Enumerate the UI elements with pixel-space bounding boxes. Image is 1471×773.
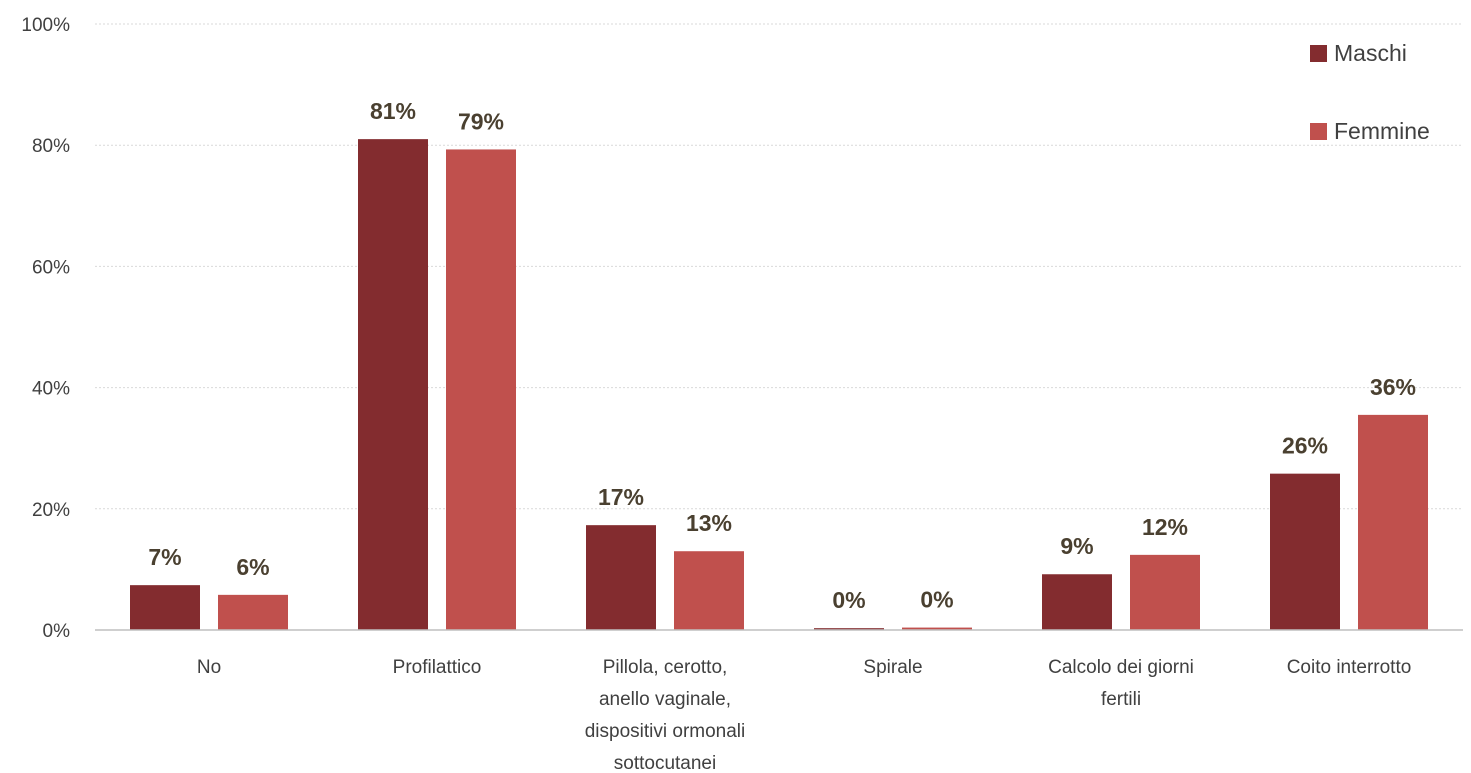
category-label-line: fertili [1101, 689, 1141, 710]
legend-label-femmine: Femmine [1334, 118, 1430, 144]
category-label: Pillola, cerotto, anello vaginale, disposi… [585, 657, 746, 773]
legend-label-maschi: Maschi [1334, 40, 1407, 66]
data-label-femmine: 0% [920, 587, 953, 613]
data-label-maschi: 81% [370, 98, 416, 124]
bar-femmine [1358, 414, 1428, 630]
legend-swatch-femmine [1310, 123, 1327, 140]
data-label-femmine: 36% [1370, 374, 1416, 400]
y-axis-ticks: 0% 20% 40% 60% 80% 100% [21, 15, 70, 642]
data-label-maschi: 7% [148, 544, 181, 570]
category-label: Coito interrotto [1287, 657, 1412, 678]
bar-femmine [446, 149, 516, 630]
category-label-line: anello vaginale, [599, 689, 731, 710]
bars [130, 139, 1428, 630]
data-label-maschi: 17% [598, 484, 644, 510]
data-label-femmine: 13% [686, 510, 732, 536]
category-label: Calcolo dei giorni fertili [1048, 657, 1194, 710]
bar-maschi [358, 139, 428, 630]
y-tick-label: 0% [43, 621, 71, 642]
category-label-line: dispositivi ormonali [585, 721, 746, 742]
bar-maschi [586, 525, 656, 630]
category-label-line: No [197, 657, 221, 678]
y-tick-label: 20% [32, 500, 70, 521]
legend-swatch-maschi [1310, 45, 1327, 62]
y-tick-label: 80% [32, 136, 70, 157]
category-label-line: Spirale [863, 657, 922, 678]
grid-lines [95, 23, 1463, 510]
legend: Maschi Femmine [1310, 40, 1430, 144]
bar-femmine [1130, 554, 1200, 630]
category-label: Profilattico [393, 657, 482, 678]
data-label-maschi: 26% [1282, 433, 1328, 459]
bar-femmine [674, 551, 744, 630]
category-label-line: Profilattico [393, 657, 482, 678]
bar-maschi [130, 585, 200, 630]
data-label-femmine: 79% [458, 108, 504, 134]
data-label-femmine: 12% [1142, 514, 1188, 540]
bar-maschi [1042, 574, 1112, 630]
data-label-maschi: 9% [1060, 533, 1093, 559]
y-tick-label: 40% [32, 379, 70, 400]
y-tick-label: 100% [21, 15, 70, 36]
category-label-line: Coito interrotto [1287, 657, 1412, 678]
y-tick-label: 60% [32, 257, 70, 278]
data-label-maschi: 0% [832, 587, 865, 613]
category-label-line: sottocutanei [614, 753, 716, 773]
category-labels: No Profilattico Pillola, cerotto, anello va… [197, 657, 1411, 773]
data-label-femmine: 6% [236, 554, 269, 580]
bar-femmine [218, 594, 288, 630]
category-label: Spirale [863, 657, 922, 678]
category-label-line: Calcolo dei giorni [1048, 657, 1194, 678]
bar-femmine [902, 627, 972, 630]
bar-maschi [814, 628, 884, 630]
data-labels: 7% 6% 81% 79% 17% 13% 0% 0% 9% 12% 26% 36% [148, 98, 1416, 613]
category-label: No [197, 657, 221, 678]
category-label-line: Pillola, cerotto, [603, 657, 728, 678]
bar-maschi [1270, 473, 1340, 630]
